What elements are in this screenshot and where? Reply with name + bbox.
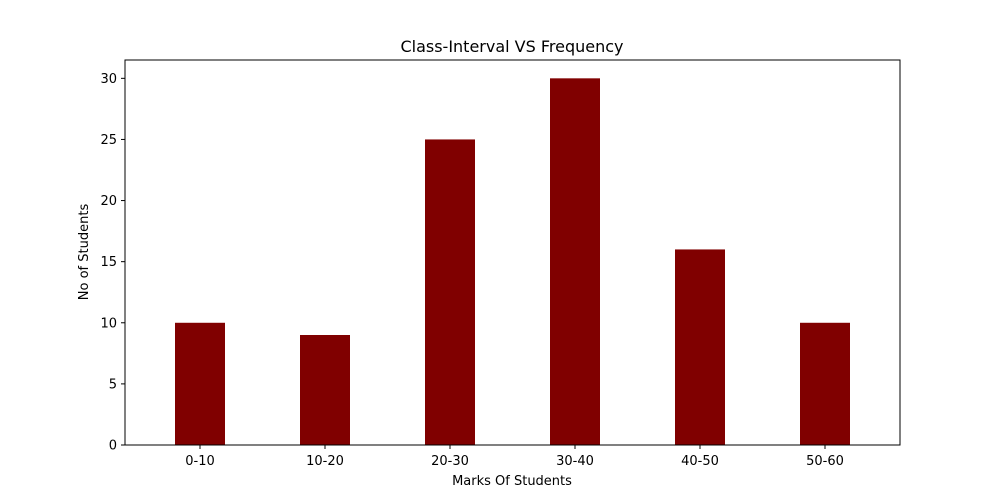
bar-30-40 [550,78,600,445]
bar-0-10 [175,322,225,445]
x-tick-label: 10-20 [306,454,344,469]
bar-10-20 [300,335,350,445]
y-tick-label: 0 [109,439,117,454]
x-tick-label: 50-60 [806,454,844,469]
y-tick-label: 10 [100,316,117,331]
y-tick-label: 15 [100,255,117,270]
bar-50-60 [800,322,850,445]
y-axis: 0 5 10 15 20 25 30 [100,72,125,454]
bar-40-50 [675,249,725,445]
chart-title: Class-Interval VS Frequency [400,37,623,56]
y-tick-label: 20 [100,194,117,209]
bars-group [175,78,850,445]
y-tick-label: 25 [100,133,117,148]
x-axis-label: Marks Of Students [452,474,572,489]
y-axis-label: No of Students [77,204,92,301]
x-tick-label: 30-40 [556,454,594,469]
y-tick-label: 30 [100,72,117,87]
bar-20-30 [425,139,475,445]
x-tick-label: 40-50 [681,454,719,469]
x-axis: 0-10 10-20 20-30 30-40 40-50 50-60 [185,445,844,469]
y-tick-label: 5 [109,377,117,392]
x-tick-label: 20-30 [431,454,469,469]
x-tick-label: 0-10 [185,454,215,469]
plot-frame [124,59,901,446]
